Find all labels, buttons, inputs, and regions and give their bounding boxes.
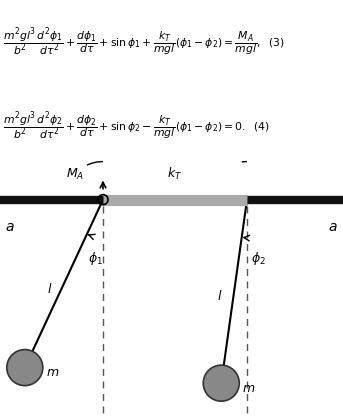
Text: $\phi_2$: $\phi_2$	[251, 250, 266, 267]
Text: $l$: $l$	[217, 289, 223, 303]
Text: $m$: $m$	[46, 366, 59, 379]
Text: $a$: $a$	[328, 220, 338, 234]
Text: $k_T$: $k_T$	[167, 165, 182, 181]
Circle shape	[203, 365, 239, 401]
Text: $m$: $m$	[242, 382, 256, 395]
Text: $\dfrac{m^2gl^3}{b^2}\dfrac{d^2\phi_1}{d\tau^2}+\dfrac{d\phi_1}{d\tau}+\sin\phi_: $\dfrac{m^2gl^3}{b^2}\dfrac{d^2\phi_1}{d…	[3, 26, 285, 58]
Text: $l$: $l$	[47, 282, 52, 296]
Text: $\phi_1$: $\phi_1$	[87, 250, 103, 267]
Text: $M_A$: $M_A$	[66, 167, 84, 181]
Text: $\dfrac{m^2gl^3}{b^2}\dfrac{d^2\phi_2}{d\tau^2}+\dfrac{d\phi_2}{d\tau}+\sin\phi_: $\dfrac{m^2gl^3}{b^2}\dfrac{d^2\phi_2}{d…	[3, 110, 270, 142]
Text: $a$: $a$	[5, 220, 15, 234]
Circle shape	[7, 349, 43, 386]
